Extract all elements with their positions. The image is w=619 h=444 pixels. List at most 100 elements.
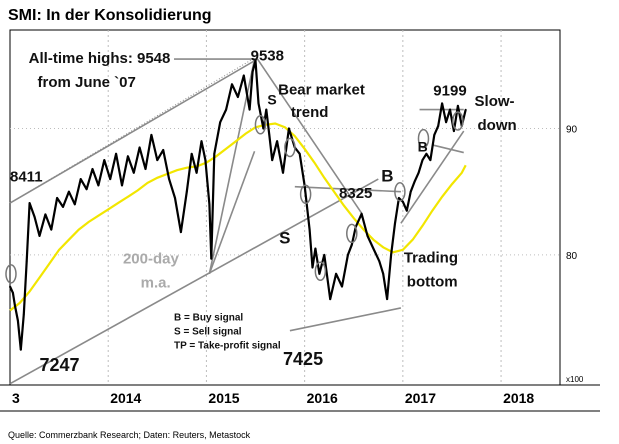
trend-line bbox=[9, 178, 379, 385]
price-point bbox=[329, 298, 332, 300]
trend-line bbox=[294, 185, 401, 193]
price-point bbox=[12, 291, 14, 294]
chart-annotation: S = Sell signal bbox=[174, 326, 242, 337]
price-point bbox=[378, 260, 381, 263]
chart-annotation: B bbox=[418, 138, 428, 154]
price-point bbox=[97, 184, 100, 187]
chart-annotations: All-time highs: 9548 from June `07 9538 Bea… bbox=[10, 47, 517, 375]
price-point bbox=[162, 149, 165, 151]
chart-annotation: 9199 bbox=[433, 83, 466, 100]
price-point bbox=[262, 127, 265, 130]
y-tick-label: 90 bbox=[566, 125, 578, 136]
price-point bbox=[132, 171, 135, 174]
price-point bbox=[390, 253, 392, 256]
price-point bbox=[437, 125, 440, 127]
price-point bbox=[219, 121, 222, 124]
chart-annotation: S bbox=[267, 92, 276, 108]
chart-annotation: B = Buy signal bbox=[174, 313, 243, 324]
trend-line bbox=[208, 151, 256, 275]
price-point bbox=[50, 228, 53, 231]
chart-annotation: down bbox=[478, 117, 517, 134]
chart-annotation: Bear market bbox=[278, 81, 365, 98]
x-tick-label: 2015 bbox=[208, 390, 239, 406]
price-point bbox=[44, 213, 47, 216]
price-point bbox=[85, 188, 88, 191]
price-point bbox=[25, 260, 28, 263]
price-point bbox=[150, 133, 153, 136]
signal-circle bbox=[299, 184, 312, 204]
chart-annotation: 9538 bbox=[251, 47, 284, 64]
trend-line bbox=[256, 58, 363, 214]
price-point bbox=[179, 231, 182, 234]
chart-annotation: B bbox=[381, 167, 393, 186]
price-point bbox=[360, 212, 363, 215]
trend-line bbox=[9, 58, 258, 204]
price-point bbox=[138, 146, 141, 149]
chart-annotation: 8325 bbox=[339, 185, 372, 202]
price-point bbox=[372, 247, 375, 250]
chart-annotation: from June `07 bbox=[38, 74, 136, 91]
price-point bbox=[200, 140, 203, 143]
price-point bbox=[208, 203, 211, 206]
price-point bbox=[73, 203, 76, 206]
price-point bbox=[103, 159, 106, 162]
price-point bbox=[242, 74, 245, 77]
chart-annotation: S bbox=[279, 229, 290, 248]
price-point bbox=[115, 152, 117, 155]
x-tick-label: 2018 bbox=[503, 390, 534, 406]
price-point bbox=[91, 168, 94, 170]
price-point bbox=[382, 272, 385, 275]
price-point bbox=[265, 108, 268, 111]
price-point bbox=[366, 235, 369, 237]
chart-annotation: All-time highs: 9548 bbox=[29, 50, 171, 67]
plot-frame bbox=[9, 29, 561, 386]
grid-lines bbox=[10, 30, 560, 385]
price-point bbox=[441, 102, 444, 105]
price-point bbox=[401, 200, 404, 203]
signal-circle bbox=[314, 261, 327, 282]
price-point bbox=[413, 180, 416, 183]
price-point bbox=[271, 159, 274, 162]
price-point bbox=[68, 190, 70, 193]
chart-annotation: TP = Take-profit signal bbox=[174, 340, 281, 351]
chart-annotation: trend bbox=[291, 104, 329, 121]
price-point bbox=[79, 178, 82, 180]
trend-line bbox=[289, 307, 402, 332]
price-point bbox=[33, 216, 36, 218]
price-point bbox=[254, 59, 257, 62]
chart-annotation: 8411 bbox=[10, 169, 43, 186]
chart-annotation: 7247 bbox=[39, 355, 79, 375]
trend-lines bbox=[9, 58, 465, 385]
price-point bbox=[9, 285, 11, 288]
page-title: SMI: In der Konsolidierung bbox=[8, 7, 212, 24]
signal-circle bbox=[394, 181, 406, 202]
y-tick-labels: 90 80 bbox=[566, 125, 578, 262]
price-point bbox=[298, 152, 301, 155]
price-point bbox=[210, 257, 213, 260]
price-point bbox=[56, 197, 59, 199]
price-point bbox=[225, 108, 227, 111]
price-point bbox=[288, 127, 290, 130]
signal-circles bbox=[5, 111, 464, 284]
price-point bbox=[386, 298, 389, 300]
price-point bbox=[126, 155, 129, 158]
price-point bbox=[456, 104, 459, 107]
signal-circle bbox=[254, 115, 267, 135]
price-point bbox=[398, 197, 400, 199]
x-tick-labels: 3 2014 2015 2016 2017 2018 bbox=[12, 390, 534, 406]
price-point bbox=[433, 133, 436, 136]
price-point bbox=[195, 171, 198, 174]
price-point bbox=[346, 253, 349, 256]
price-point bbox=[38, 235, 41, 237]
price-point bbox=[311, 266, 314, 269]
price-point bbox=[350, 243, 353, 246]
price-point bbox=[19, 348, 22, 351]
price-point bbox=[421, 159, 424, 162]
signal-circle bbox=[284, 137, 296, 158]
price-point bbox=[314, 247, 317, 250]
price-point bbox=[248, 108, 251, 111]
price-point bbox=[417, 171, 420, 174]
source-note: Quelle: Commerzbank Research; Daten: Reu… bbox=[8, 430, 251, 440]
ma200-line bbox=[9, 122, 467, 312]
